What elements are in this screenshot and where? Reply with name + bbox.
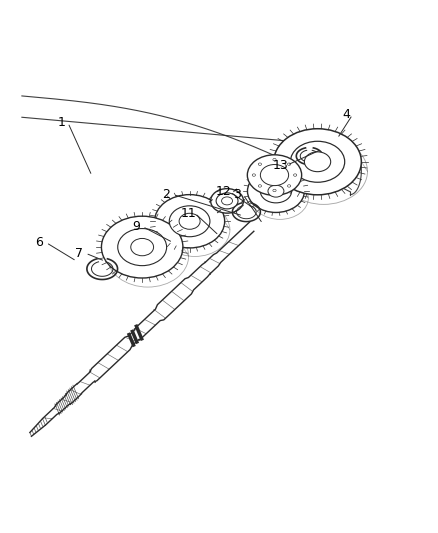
Text: 6: 6 [35, 236, 43, 249]
Text: 2: 2 [162, 188, 170, 201]
Text: 1: 1 [57, 116, 65, 129]
Ellipse shape [169, 206, 210, 237]
Ellipse shape [274, 128, 361, 195]
Text: 7: 7 [75, 247, 83, 260]
Ellipse shape [260, 165, 289, 185]
Ellipse shape [179, 213, 200, 229]
Ellipse shape [260, 180, 292, 203]
Ellipse shape [268, 185, 284, 197]
Ellipse shape [290, 141, 345, 182]
Ellipse shape [102, 216, 183, 278]
Ellipse shape [265, 172, 293, 193]
Text: 12: 12 [215, 185, 231, 198]
Text: 4: 4 [342, 108, 350, 121]
Polygon shape [30, 222, 254, 437]
Ellipse shape [304, 152, 331, 172]
Ellipse shape [118, 229, 166, 265]
Ellipse shape [252, 162, 306, 203]
Text: 9: 9 [132, 220, 140, 233]
Text: 13: 13 [272, 159, 288, 172]
Text: 11: 11 [180, 207, 196, 220]
Ellipse shape [216, 193, 238, 209]
Ellipse shape [155, 195, 225, 248]
Ellipse shape [211, 189, 244, 213]
Ellipse shape [131, 238, 154, 256]
Ellipse shape [247, 170, 304, 213]
Ellipse shape [247, 155, 302, 195]
Text: 3: 3 [233, 188, 240, 201]
Ellipse shape [222, 197, 233, 205]
